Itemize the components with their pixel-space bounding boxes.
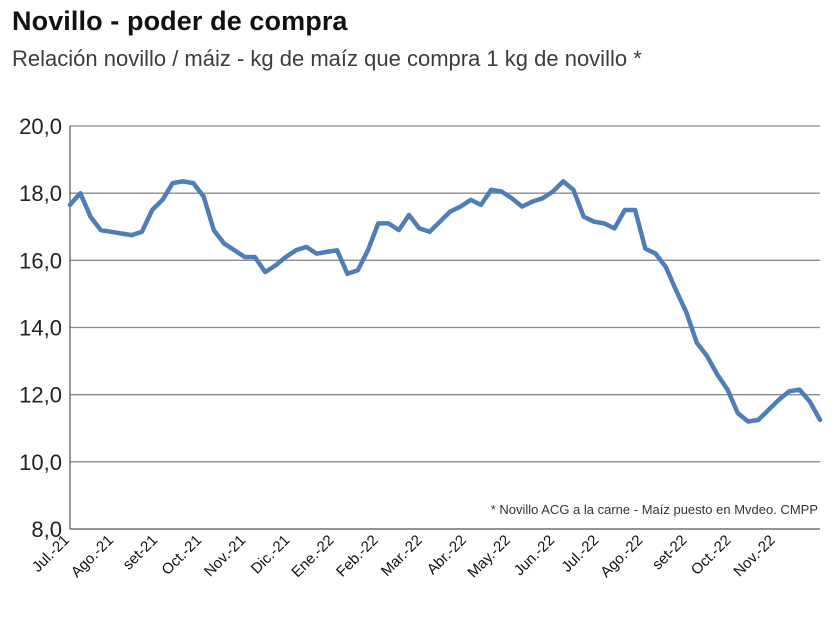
x-tick-label: Nov.-22 — [730, 532, 778, 580]
y-tick-label: 12,0 — [19, 383, 62, 408]
series-line — [67, 179, 823, 424]
y-tick-label: 20,0 — [19, 114, 62, 139]
y-axis-ticks: 8,0 10,0 12,0 14,0 16,0 18,0 20,0 — [19, 114, 62, 542]
x-tick-label: Jun.-22 — [511, 532, 558, 579]
series-group — [67, 179, 823, 424]
x-tick-label: May.-22 — [464, 532, 514, 582]
y-tick-label: 8,0 — [31, 517, 62, 542]
x-tick-label: Oct.-22 — [688, 532, 735, 579]
x-tick-label: Oct.-21 — [158, 532, 205, 579]
x-tick-label: Ago.-22 — [597, 532, 646, 581]
x-tick-label: Feb.-22 — [333, 532, 382, 581]
y-tick-label: 16,0 — [19, 248, 62, 273]
x-tick-label: Ago.-21 — [68, 532, 117, 581]
y-tick-label: 10,0 — [19, 450, 62, 475]
axes — [69, 126, 820, 530]
x-tick-label: Nov.-21 — [201, 532, 249, 580]
x-tick-label: Jul.-22 — [558, 532, 602, 576]
x-tick-label: set-21 — [120, 532, 162, 574]
chart-title: Novillo - poder de compra — [12, 6, 348, 36]
grid-lines — [70, 125, 820, 463]
footnote: * Novillo ACG a la carne - Maíz puesto e… — [491, 502, 818, 517]
x-tick-label: Ene.-22 — [288, 532, 337, 581]
x-tick-label: set-22 — [649, 532, 691, 574]
x-tick-label: Mar.-22 — [378, 532, 426, 580]
y-tick-label: 14,0 — [19, 316, 62, 341]
chart-subtitle: Relación novillo / máiz - kg de maíz que… — [12, 46, 642, 71]
x-tick-label: Dic.-21 — [248, 532, 294, 578]
x-tick-label: Abr.-22 — [424, 532, 470, 578]
y-tick-label: 18,0 — [19, 181, 62, 206]
